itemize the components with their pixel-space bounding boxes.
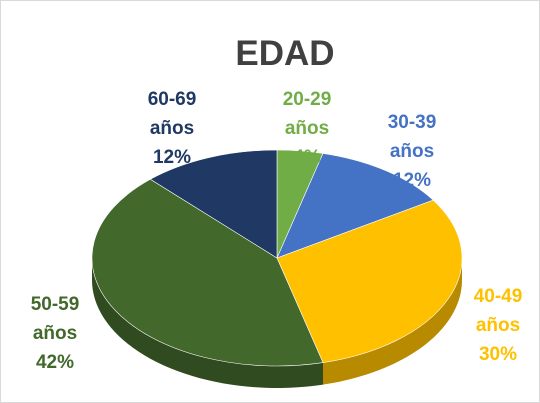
data-label-category: 50-59 años <box>30 294 80 344</box>
slice <box>91 178 324 367</box>
data-label-value: 30% <box>478 344 518 365</box>
data-label-value: 4% <box>293 147 321 168</box>
slice-side <box>323 258 462 385</box>
chart-title: EDAD <box>235 34 335 73</box>
data-label-category: 30-39 años <box>387 112 437 162</box>
data-label-value: 12% <box>152 147 192 168</box>
slice <box>276 153 434 259</box>
data-label-category: 20-29 años <box>282 89 332 139</box>
data-label-category: 60-69 años <box>147 89 197 139</box>
data-label-value: 42% <box>35 352 75 373</box>
data-label-value: 12% <box>392 170 432 191</box>
slice <box>149 149 278 259</box>
slice <box>276 199 463 363</box>
data-label-category: 40-49 años <box>473 286 523 336</box>
slice-side <box>92 258 324 388</box>
